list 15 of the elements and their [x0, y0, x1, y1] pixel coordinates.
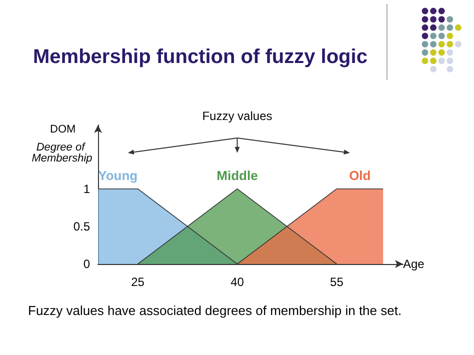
x-tick-label: 25 — [131, 275, 145, 289]
legend-label: Old — [349, 168, 371, 183]
y-tick-label: 1 — [83, 182, 90, 196]
y-tick-label: 0.5 — [73, 219, 90, 234]
text: Fuzzy values have associated degrees of membership in the set. — [28, 303, 402, 318]
chart-title: Membership function of fuzzy logic — [33, 46, 368, 68]
legend-label: Young — [98, 168, 138, 183]
x-tick-label: 55 — [330, 275, 344, 289]
y-tick-label: 0 — [83, 257, 90, 271]
x-axis-title: Age — [403, 257, 425, 271]
text: Fuzzy values — [202, 109, 272, 123]
text: Degree of Membership — [32, 142, 92, 164]
x-tick-label: 40 — [230, 275, 244, 289]
y-axis-title: DOM — [50, 124, 76, 136]
legend-label: Middle — [216, 168, 258, 183]
